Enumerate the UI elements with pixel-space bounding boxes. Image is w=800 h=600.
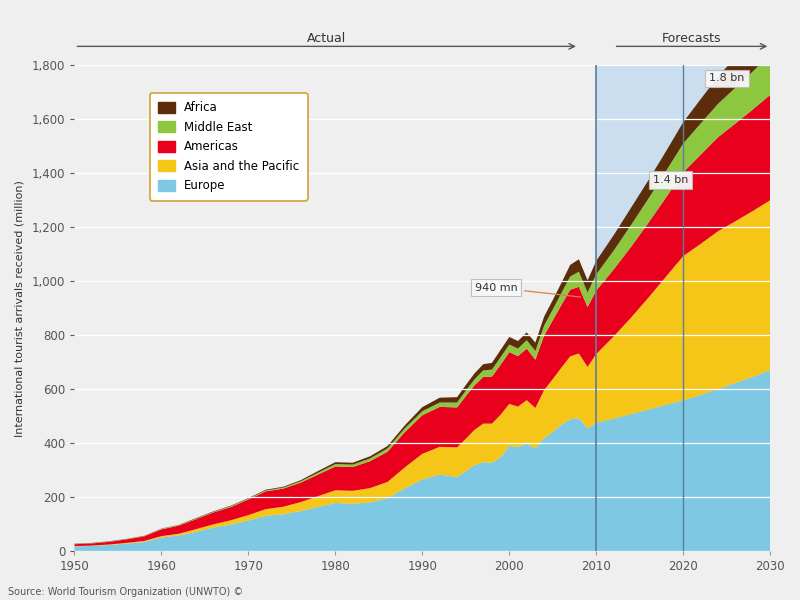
Text: 1.4 bn: 1.4 bn (653, 175, 688, 185)
Y-axis label: International tourist arrivals received (million): International tourist arrivals received … (15, 179, 25, 437)
Text: Forecasts: Forecasts (662, 32, 722, 45)
Bar (596, 65, 770, 551)
Text: Actual: Actual (307, 32, 346, 45)
Text: 940 mn: 940 mn (474, 283, 581, 297)
Text: Source: World Tourism Organization (UNWTO) ©: Source: World Tourism Organization (UNWT… (8, 587, 243, 597)
Legend: Africa, Middle East, Americas, Asia and the Pacific, Europe: Africa, Middle East, Americas, Asia and … (150, 93, 307, 200)
Text: 1.8 bn: 1.8 bn (710, 73, 745, 83)
